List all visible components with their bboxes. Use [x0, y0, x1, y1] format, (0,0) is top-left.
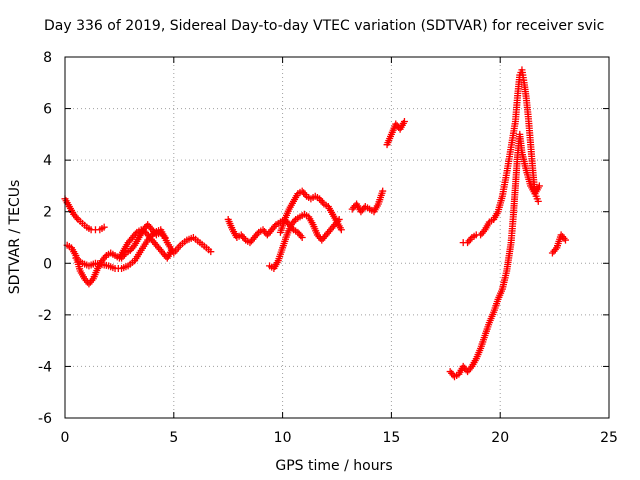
series-sat-track-12	[548, 231, 569, 257]
series-sat-track-6	[266, 210, 343, 272]
data-point	[535, 182, 543, 190]
y-tick-label: 0	[43, 256, 52, 272]
data-point	[298, 234, 306, 241]
grid-lines	[65, 57, 609, 418]
y-tick-label: 4	[43, 153, 52, 169]
data-point	[400, 117, 408, 125]
data-point	[100, 223, 108, 231]
tick-labels: 0 5 10 15 20 25 -6 -4 -2 0 2 4 6 8	[38, 50, 618, 446]
y-tick-label: -4	[38, 359, 52, 375]
series-sat-track-8	[348, 187, 387, 216]
y-tick-label: -6	[38, 411, 52, 427]
series-sat-track-4	[118, 221, 169, 262]
series-sat-track-11	[459, 66, 542, 247]
series-sat-track-1	[61, 195, 108, 234]
data-point	[561, 236, 569, 244]
series-sat-track-10	[446, 130, 543, 381]
series-sat-track-7	[276, 187, 345, 236]
x-tick-label: 15	[382, 430, 400, 446]
data-point	[534, 197, 542, 205]
y-axis-label: SDTVAR / TECUs	[7, 180, 23, 295]
x-axis-label: GPS time / hours	[275, 458, 392, 474]
series-sat-track-5	[224, 215, 306, 247]
plot-frame	[64, 56, 610, 419]
x-tick-label: 5	[169, 430, 178, 446]
x-tick-label: 0	[61, 430, 70, 446]
x-tick-label: 10	[274, 430, 292, 446]
y-tick-label: -2	[38, 308, 52, 324]
data-point	[207, 248, 215, 256]
x-tick-label: 20	[491, 430, 509, 446]
y-tick-label: 6	[43, 102, 52, 118]
y-tick-label: 2	[43, 205, 52, 221]
data-point	[161, 234, 169, 241]
x-tick-label: 25	[600, 430, 618, 446]
data-point	[379, 187, 387, 195]
data-points	[61, 66, 569, 381]
series-sat-track-9	[383, 117, 408, 149]
axis-ticks	[64, 56, 610, 419]
chart-title: Day 336 of 2019, Sidereal Day-to-day VTE…	[44, 18, 604, 34]
y-tick-label: 8	[43, 50, 52, 66]
series-sat-track-3	[72, 226, 215, 272]
data-point	[337, 226, 345, 234]
